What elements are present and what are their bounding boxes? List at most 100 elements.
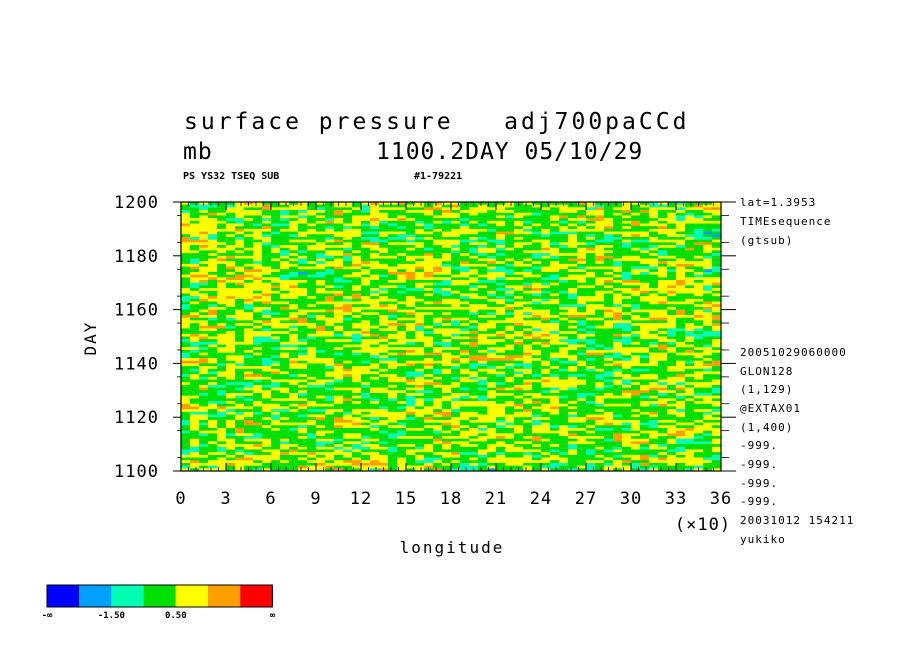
heatmap-cell bbox=[388, 323, 398, 327]
heatmap-cell bbox=[496, 282, 506, 286]
heatmap-cell bbox=[424, 406, 434, 410]
heatmap-cell bbox=[685, 231, 695, 235]
heatmap-cell bbox=[469, 220, 479, 224]
heatmap-cell bbox=[208, 298, 218, 302]
heatmap-cell bbox=[568, 347, 578, 351]
heatmap-cell bbox=[370, 347, 380, 351]
heatmap-cell bbox=[262, 263, 272, 267]
heatmap-cell bbox=[334, 218, 344, 222]
heatmap-cell bbox=[658, 387, 668, 391]
heatmap-cell bbox=[649, 285, 659, 289]
heatmap-cell bbox=[505, 406, 515, 410]
heatmap-cell bbox=[343, 234, 353, 238]
heatmap-cell bbox=[640, 347, 650, 351]
heatmap-cell bbox=[334, 290, 344, 294]
heatmap-cell bbox=[514, 325, 524, 329]
heatmap-cell bbox=[298, 323, 308, 327]
heatmap-cell bbox=[298, 344, 308, 348]
heatmap-cell bbox=[451, 261, 461, 265]
heatmap-cell bbox=[631, 379, 641, 383]
heatmap-cell bbox=[523, 290, 533, 294]
heatmap-cell bbox=[577, 360, 587, 364]
heatmap-cell bbox=[478, 293, 488, 297]
heatmap-cell bbox=[442, 333, 452, 337]
heatmap-cell bbox=[388, 271, 398, 276]
heatmap-cell bbox=[397, 406, 407, 410]
heatmap-cell bbox=[631, 247, 641, 251]
heatmap-cell bbox=[334, 312, 344, 316]
heatmap-cell bbox=[694, 255, 704, 259]
heatmap-cell bbox=[316, 215, 326, 219]
heatmap-cell bbox=[316, 263, 326, 267]
heatmap-cell bbox=[235, 218, 245, 222]
heatmap-cell bbox=[316, 306, 326, 310]
heatmap-cell bbox=[550, 384, 560, 389]
heatmap-cell bbox=[271, 312, 281, 316]
heatmap-cell bbox=[658, 320, 668, 324]
heatmap-cell bbox=[442, 228, 452, 232]
heatmap-cell bbox=[181, 419, 191, 423]
heatmap-cell bbox=[496, 368, 506, 372]
heatmap-cell bbox=[703, 347, 713, 351]
heatmap-cell bbox=[595, 314, 605, 319]
heatmap-cell bbox=[433, 403, 443, 407]
heatmap-cell bbox=[397, 261, 407, 265]
heatmap-cell bbox=[208, 204, 218, 208]
heatmap-cell bbox=[604, 223, 614, 227]
heatmap-cell bbox=[604, 314, 614, 319]
heatmap-cell bbox=[649, 271, 659, 276]
heatmap-cell bbox=[676, 218, 686, 222]
heatmap-cell bbox=[595, 366, 605, 370]
heatmap-cell bbox=[640, 210, 650, 214]
heatmap-cell bbox=[514, 355, 524, 359]
heatmap-cell bbox=[352, 328, 362, 332]
heatmap-cell bbox=[658, 417, 668, 421]
heatmap-cell bbox=[685, 304, 695, 308]
heatmap-cell bbox=[523, 298, 533, 302]
heatmap-cell bbox=[397, 376, 407, 380]
heatmap-cell bbox=[190, 341, 200, 345]
heatmap-cell bbox=[226, 341, 236, 345]
heatmap-cell bbox=[649, 368, 659, 372]
heatmap-cell bbox=[190, 301, 200, 305]
heatmap-cell bbox=[442, 309, 452, 313]
heatmap-cell bbox=[685, 347, 695, 351]
heatmap-cell bbox=[685, 220, 695, 224]
heatmap-cell bbox=[433, 266, 443, 270]
heatmap-cell bbox=[478, 234, 488, 238]
heatmap-cell bbox=[352, 333, 362, 337]
heatmap-cell bbox=[577, 328, 587, 332]
heatmap-cell bbox=[712, 312, 722, 316]
heatmap-cell bbox=[676, 333, 686, 337]
heatmap-cell bbox=[541, 218, 551, 222]
heatmap-cell bbox=[685, 258, 695, 262]
heatmap-cell bbox=[406, 384, 416, 389]
heatmap-cell bbox=[208, 333, 218, 337]
heatmap-cell bbox=[433, 239, 443, 243]
heatmap-cell bbox=[388, 314, 398, 319]
heatmap-cell bbox=[712, 282, 722, 286]
heatmap-cell bbox=[280, 374, 290, 378]
heatmap-cell bbox=[541, 258, 551, 262]
heatmap-cell bbox=[496, 398, 506, 402]
heatmap-cell bbox=[370, 290, 380, 294]
heatmap-cell bbox=[604, 306, 614, 310]
heatmap-cell bbox=[352, 282, 362, 286]
heatmap-cell bbox=[694, 403, 704, 407]
heatmap-cell bbox=[478, 392, 488, 397]
heatmap-cell bbox=[190, 358, 200, 362]
heatmap-cell bbox=[712, 398, 722, 402]
heatmap-cell bbox=[514, 212, 524, 216]
heatmap-cell bbox=[559, 341, 569, 345]
heatmap-cell bbox=[217, 245, 227, 249]
heatmap-cell bbox=[604, 215, 614, 219]
heatmap-cell bbox=[631, 352, 641, 356]
heatmap-cell bbox=[271, 333, 281, 337]
heatmap-cell bbox=[451, 419, 461, 423]
heatmap-cell bbox=[181, 382, 191, 386]
heatmap-cell bbox=[469, 242, 479, 246]
heatmap-cell bbox=[604, 349, 614, 354]
heatmap-cell bbox=[262, 417, 272, 421]
heatmap-cell bbox=[595, 290, 605, 294]
heatmap-cell bbox=[622, 293, 632, 297]
